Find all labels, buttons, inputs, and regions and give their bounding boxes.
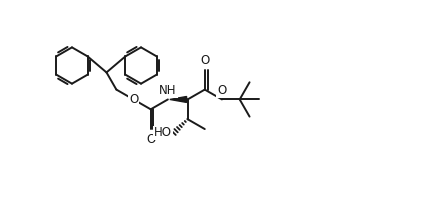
Polygon shape [170,97,187,102]
Text: O: O [217,84,227,98]
Text: HO: HO [154,126,172,140]
Text: O: O [146,133,155,146]
Text: O: O [200,54,209,67]
Text: NH: NH [159,84,177,98]
Text: O: O [129,93,138,106]
